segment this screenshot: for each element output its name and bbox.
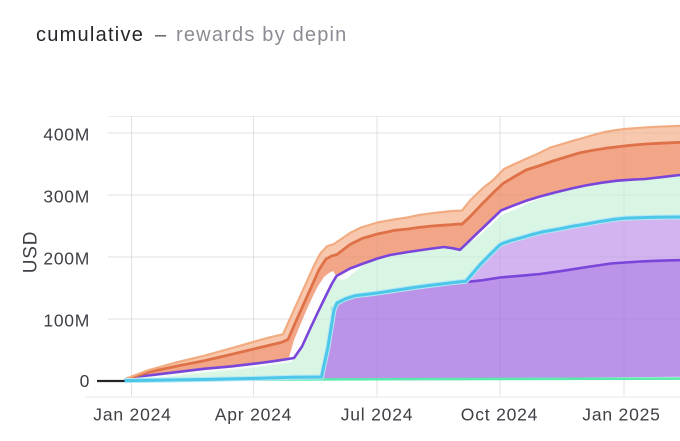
svg-text:Jan 2024: Jan 2024: [93, 405, 171, 425]
svg-text:Apr 2024: Apr 2024: [215, 405, 292, 425]
svg-text:cumulative: cumulative: [36, 24, 144, 46]
svg-text:Jul 2024: Jul 2024: [341, 405, 414, 425]
svg-text:–: –: [155, 24, 167, 46]
svg-text:Jan 2025: Jan 2025: [582, 405, 660, 425]
svg-text:USD: USD: [21, 231, 42, 274]
svg-text:Oct 2024: Oct 2024: [461, 405, 538, 425]
svg-text:200M: 200M: [43, 249, 90, 269]
svg-text:400M: 400M: [43, 125, 90, 145]
svg-text:rewards by depin: rewards by depin: [176, 24, 348, 46]
svg-text:100M: 100M: [43, 311, 90, 331]
svg-text:0: 0: [80, 371, 90, 391]
svg-text:300M: 300M: [43, 187, 90, 207]
